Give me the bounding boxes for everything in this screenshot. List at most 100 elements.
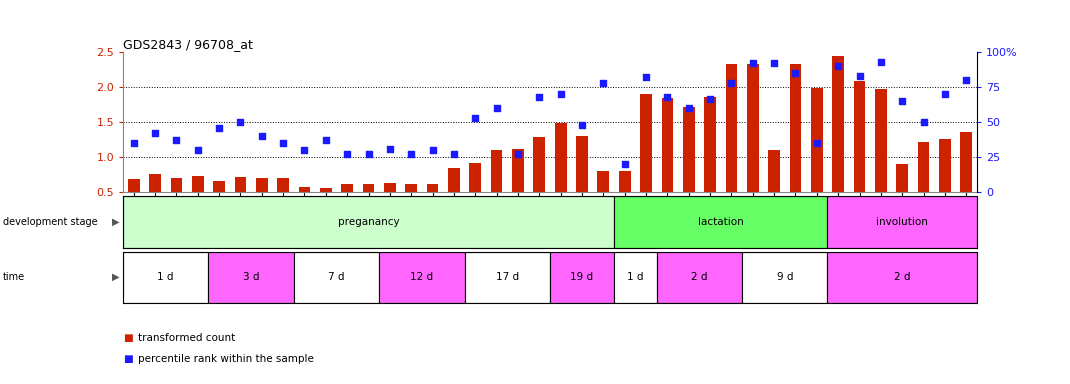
Bar [550, 252, 614, 303]
Bar [427, 184, 439, 227]
Point [445, 151, 462, 157]
Point [531, 94, 548, 100]
Point [402, 151, 419, 157]
Bar [576, 136, 587, 227]
Point [745, 60, 762, 66]
Text: lactation: lactation [698, 217, 744, 227]
Bar [149, 174, 160, 227]
Bar [384, 183, 396, 227]
Bar [213, 182, 225, 227]
Bar [294, 252, 379, 303]
Point [189, 147, 207, 153]
Bar [618, 171, 630, 227]
Point [915, 119, 932, 125]
Point [168, 137, 185, 143]
Bar [234, 177, 246, 227]
Point [381, 146, 398, 152]
Text: transformed count: transformed count [138, 333, 235, 343]
Point [808, 140, 825, 146]
Bar [614, 252, 657, 303]
Point [552, 91, 569, 97]
Bar [827, 196, 977, 248]
Point [765, 60, 782, 66]
Bar [299, 187, 310, 227]
Text: 17 d: 17 d [495, 272, 519, 283]
Bar [464, 252, 550, 303]
Bar [747, 64, 759, 227]
Text: time: time [3, 272, 26, 282]
Point [616, 161, 633, 167]
Point [893, 98, 911, 104]
Text: 1 d: 1 d [157, 272, 174, 283]
Text: 9 d: 9 d [777, 272, 793, 283]
Point [872, 59, 889, 65]
Text: 19 d: 19 d [570, 272, 594, 283]
Bar [406, 184, 417, 227]
Text: ▶: ▶ [111, 272, 120, 282]
Bar [470, 162, 482, 227]
Point [232, 119, 249, 125]
Bar [657, 252, 743, 303]
Point [467, 115, 484, 121]
Point [147, 130, 164, 136]
Point [318, 137, 335, 143]
Bar [534, 137, 546, 227]
Point [338, 151, 355, 157]
Point [936, 91, 953, 97]
Point [786, 70, 804, 76]
Bar [597, 171, 609, 227]
Bar [320, 189, 332, 227]
Point [681, 105, 698, 111]
Bar [379, 252, 464, 303]
Point [659, 94, 676, 100]
Point [125, 140, 142, 146]
Bar [614, 196, 827, 248]
Text: 1 d: 1 d [627, 272, 644, 283]
Text: 3 d: 3 d [243, 272, 259, 283]
Text: 2 d: 2 d [691, 272, 707, 283]
Point [254, 133, 271, 139]
Text: percentile rank within the sample: percentile rank within the sample [138, 354, 314, 364]
Bar [256, 178, 268, 227]
Bar [961, 132, 973, 227]
Bar [192, 176, 203, 227]
Bar [341, 184, 353, 227]
Text: preganancy: preganancy [338, 217, 399, 227]
Bar [491, 150, 503, 227]
Bar [554, 123, 566, 227]
Text: ▶: ▶ [111, 217, 120, 227]
Text: ■: ■ [123, 354, 133, 364]
Bar [918, 142, 930, 227]
Bar [854, 81, 866, 227]
Point [958, 77, 975, 83]
Bar [123, 196, 614, 248]
Bar [790, 64, 801, 227]
Point [488, 105, 505, 111]
Text: ■: ■ [123, 333, 133, 343]
Point [851, 73, 868, 79]
Bar [768, 150, 780, 227]
Text: 2 d: 2 d [893, 272, 911, 283]
Bar [897, 164, 908, 227]
Bar [743, 252, 827, 303]
Bar [725, 65, 737, 227]
Point [275, 140, 292, 146]
Bar [939, 139, 951, 227]
Bar [832, 56, 844, 227]
Bar [640, 94, 652, 227]
Bar [683, 106, 694, 227]
Point [595, 79, 612, 86]
Bar [661, 98, 673, 227]
Bar [875, 89, 887, 227]
Bar [170, 178, 182, 227]
Point [360, 151, 377, 157]
Text: development stage: development stage [3, 217, 97, 227]
Point [211, 124, 228, 131]
Bar [448, 168, 460, 227]
Bar [363, 184, 374, 227]
Text: involution: involution [876, 217, 928, 227]
Bar [209, 252, 294, 303]
Text: 7 d: 7 d [328, 272, 345, 283]
Bar [811, 88, 823, 227]
Bar [513, 149, 524, 227]
